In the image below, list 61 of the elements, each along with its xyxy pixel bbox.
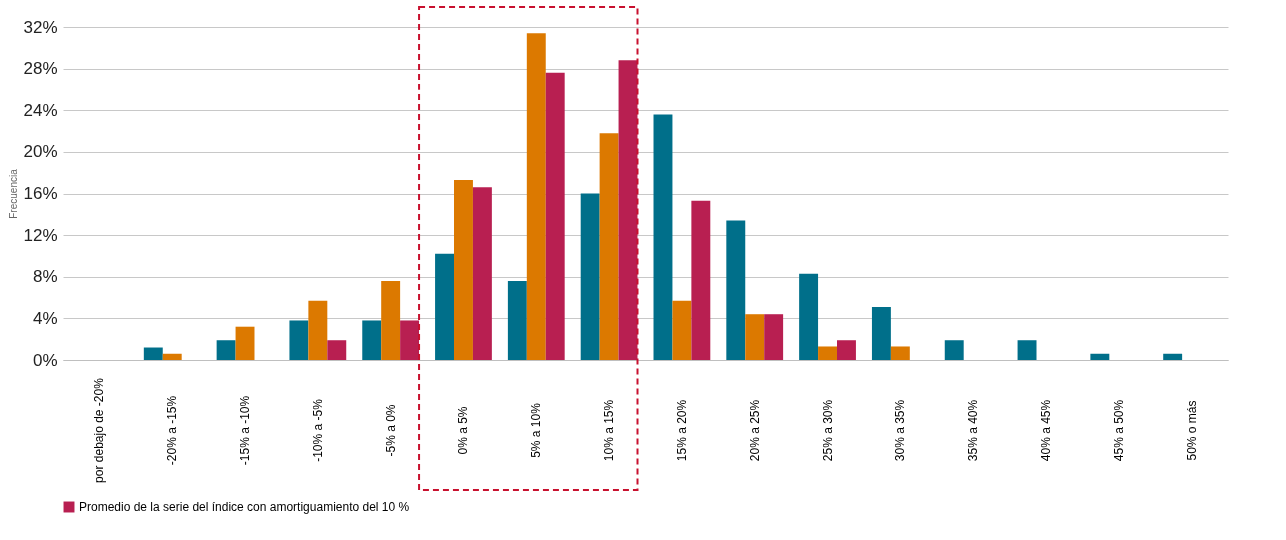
y-tick-label: 4% [32, 308, 58, 328]
bar [308, 300, 328, 360]
bar [143, 347, 163, 360]
bar [472, 187, 492, 360]
y-tick-label: 8% [32, 267, 58, 287]
bar [890, 346, 910, 360]
bar [327, 340, 347, 360]
y-tick-label: 0% [32, 350, 58, 370]
bar [362, 320, 382, 360]
bar [818, 346, 837, 360]
y-axis-title: Frecuencia [8, 168, 20, 219]
bar [837, 340, 856, 360]
bar [580, 193, 600, 360]
y-tick-label: 24% [23, 100, 58, 120]
bar [454, 179, 473, 360]
x-tick-label: 10% a 15% [602, 399, 617, 462]
bar [235, 326, 255, 360]
bar [653, 114, 673, 360]
bar [691, 200, 711, 360]
x-tick-label: 50% o más [1184, 400, 1199, 461]
bar [1017, 340, 1037, 360]
bar [162, 353, 182, 360]
x-tick-label: 35% a 40% [966, 399, 981, 462]
bar [216, 340, 236, 360]
bar [672, 300, 692, 360]
x-tick-label: 25% a 30% [820, 399, 835, 462]
bar [944, 340, 964, 360]
bar [745, 314, 765, 360]
x-tick-label: 5% a 10% [529, 402, 544, 458]
bar [871, 306, 891, 360]
bar [726, 220, 746, 360]
x-tick-label: 15% a 20% [674, 399, 689, 462]
x-tick-label: -15% a -10% [238, 395, 253, 466]
bar [599, 133, 619, 360]
y-tick-label: 32% [23, 17, 58, 37]
bar [507, 280, 527, 360]
y-tick-label: 16% [23, 184, 58, 203]
bar [545, 72, 565, 360]
x-tick-label: 40% a 45% [1038, 399, 1053, 462]
x-tick-label: -5% a 0% [383, 404, 398, 457]
bar [381, 280, 401, 360]
bar [526, 33, 546, 360]
bar [400, 320, 420, 360]
legend-label: Promedio de la serie del índice con amortiguamiento del 10 % [79, 500, 410, 514]
y-tick-label: 20% [23, 142, 58, 162]
x-tick-label: -20% a -15% [165, 395, 180, 466]
bar [1163, 353, 1183, 360]
x-tick-label: 30% a 35% [893, 399, 908, 462]
bar [618, 60, 638, 360]
bar [435, 253, 454, 360]
y-tick-label: 28% [23, 59, 58, 79]
y-tick-label: 12% [23, 225, 58, 245]
x-tick-label: 0% a 5% [456, 406, 471, 455]
bar [764, 314, 784, 360]
x-tick-label: por debajo de -20% [92, 377, 107, 483]
bar [799, 273, 819, 360]
x-tick-label: 45% a 50% [1111, 399, 1126, 462]
x-tick-label: 20% a 25% [747, 399, 762, 462]
bar [289, 320, 309, 360]
bar [1090, 353, 1110, 360]
x-tick-label: -10% a -5% [310, 398, 325, 462]
